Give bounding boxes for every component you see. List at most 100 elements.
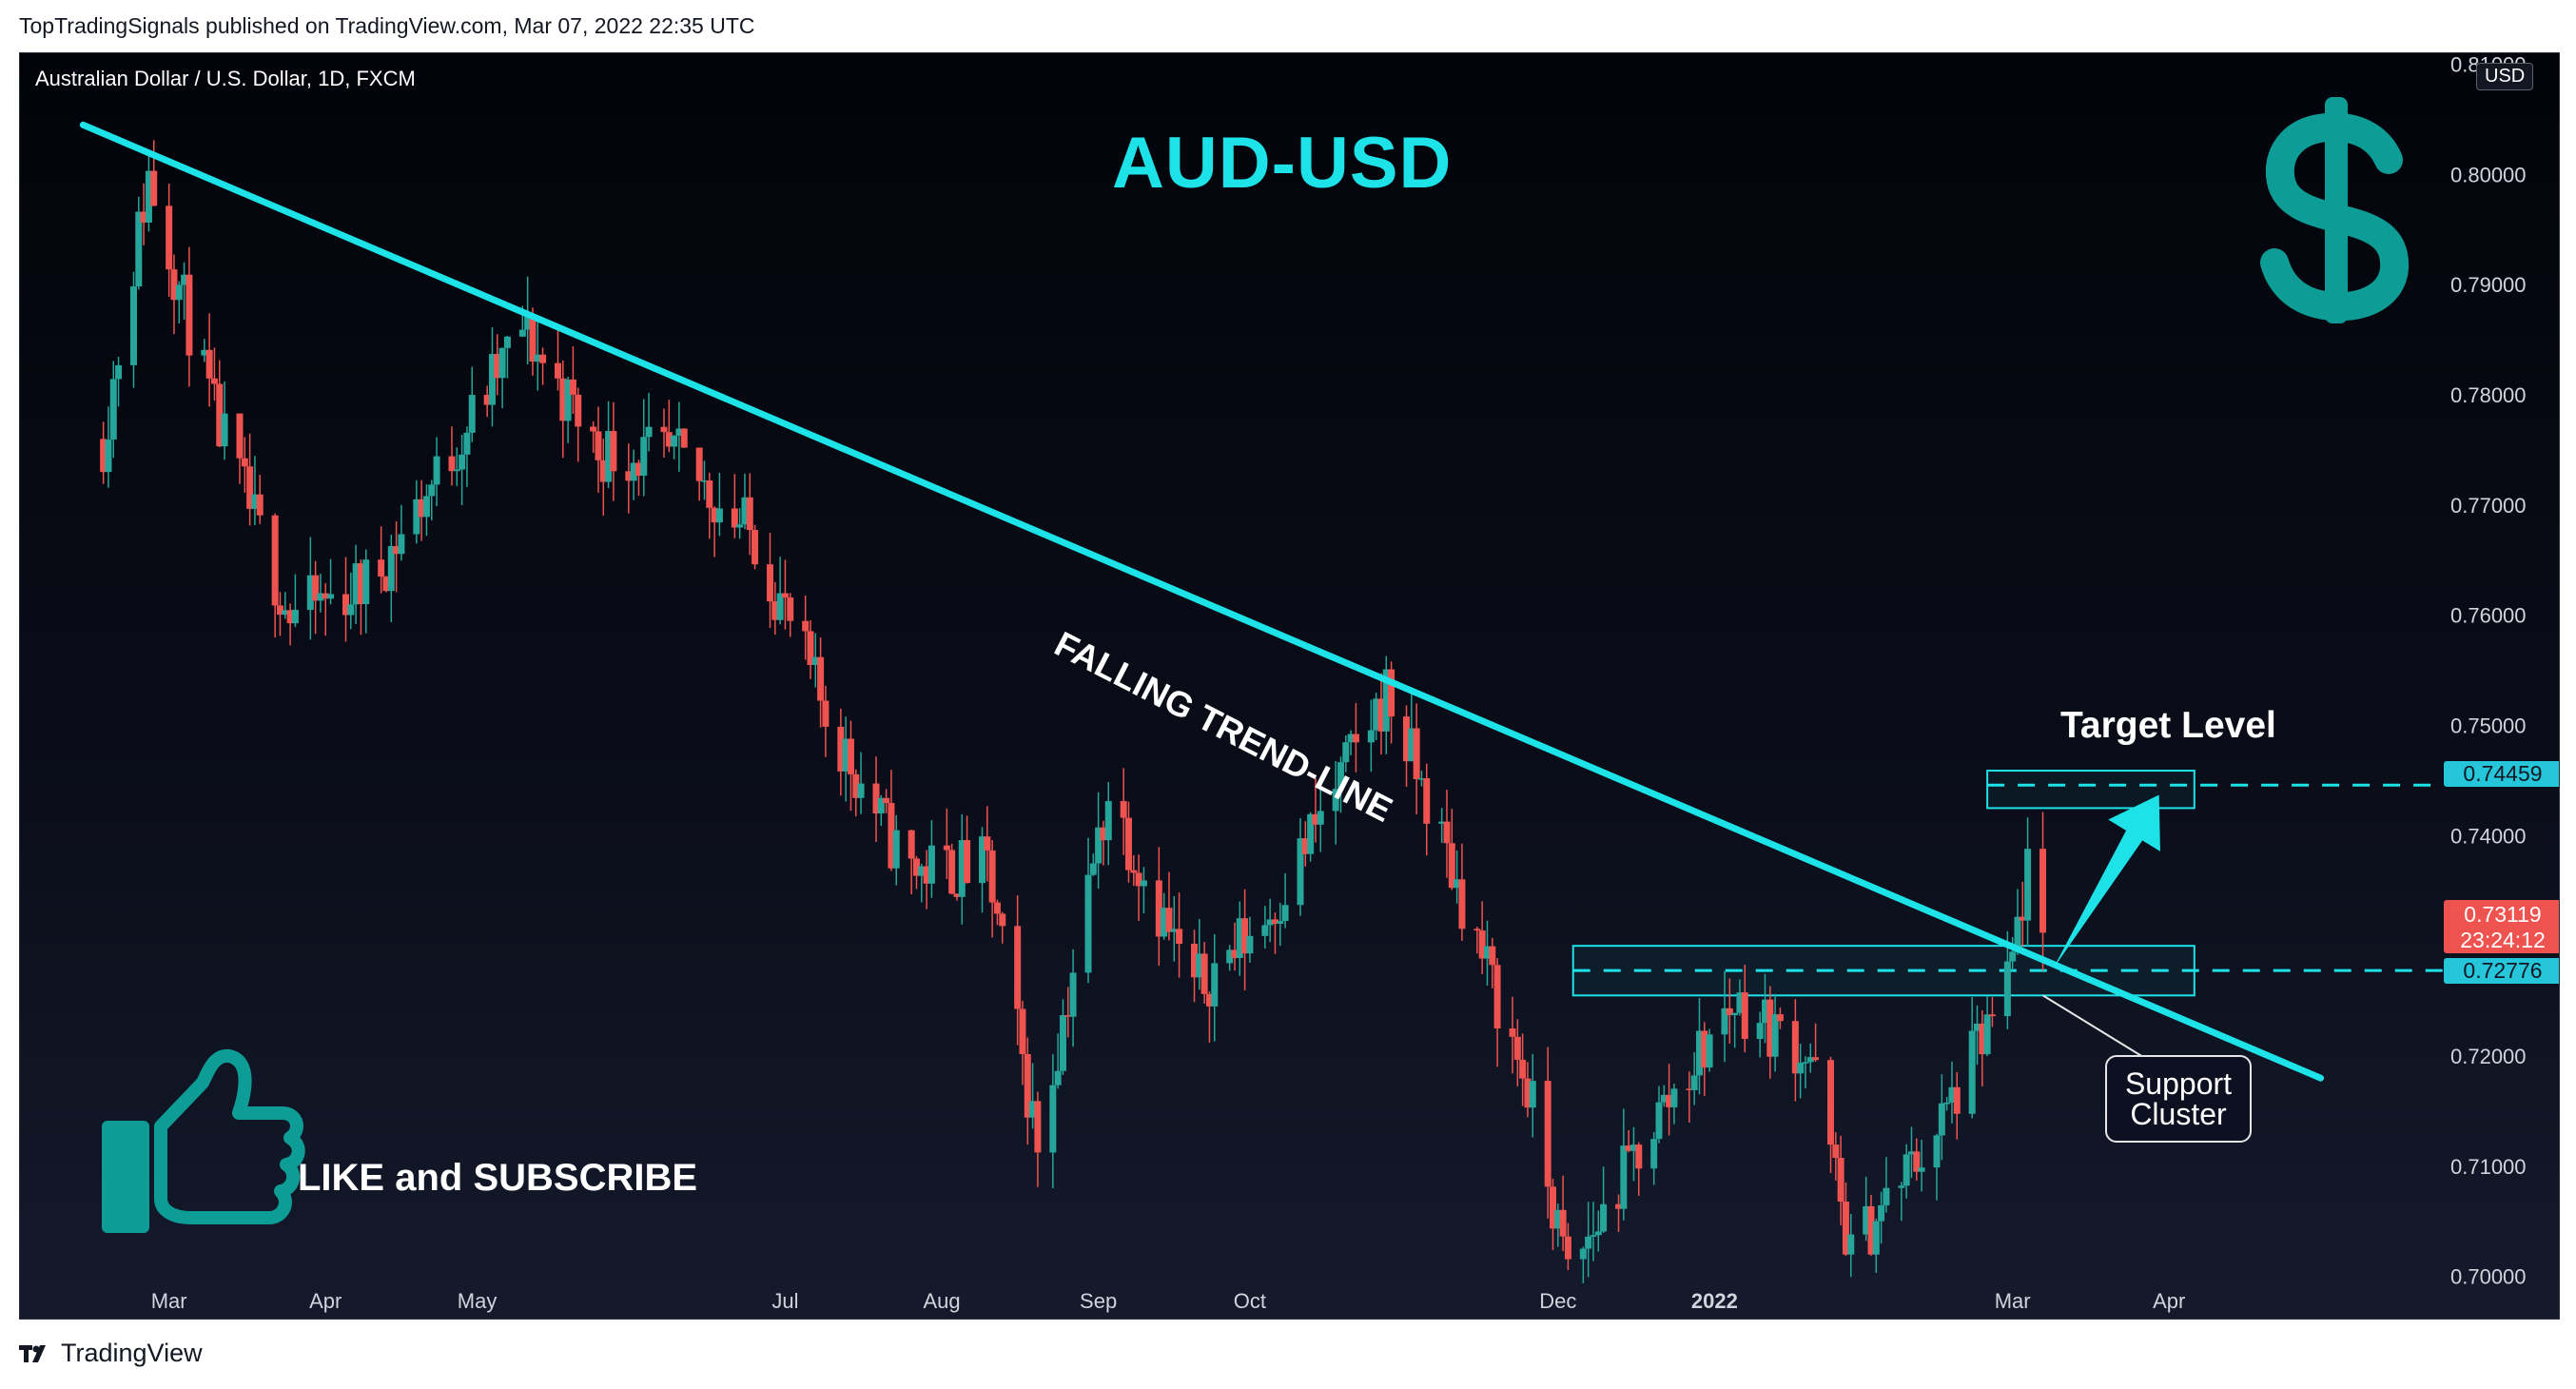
candle-body [706,479,713,508]
candle-body [529,314,537,362]
candle-body [2039,849,2047,933]
candle-body [927,845,935,884]
candle-body [150,170,158,206]
candle-body [665,432,673,447]
candle-body [1585,1236,1592,1249]
attribution-text: TopTradingSignals published on TradingVi… [19,13,755,38]
candle-body [993,902,1001,914]
candle-body [953,893,961,897]
candle-body [1701,1030,1708,1068]
candle-body [1084,874,1092,973]
candle-body [185,274,193,356]
candle-body [1382,669,1390,732]
candle-body [1519,1059,1527,1079]
candle-body [109,379,117,440]
candle-body [115,364,123,380]
candle-body [422,496,430,518]
candle-body [776,593,784,620]
candle-body [1443,821,1451,844]
candle-body [715,508,723,523]
candle-body [1666,1094,1673,1107]
candle-body [802,620,810,632]
candle-body [852,773,860,798]
candle-body [1049,1085,1057,1153]
candle-body [1756,1023,1764,1040]
candle-body [1211,963,1219,1007]
candle-body [1483,946,1491,959]
candle-body [888,803,895,869]
candle-body [767,564,774,602]
candle-body [700,479,708,482]
y-tick-label: 0.72000 [2450,1045,2527,1068]
candle-countdown: 23:24:12 [2460,928,2546,952]
x-tick-label: Jul [771,1289,798,1313]
currency-badge[interactable]: USD [2476,63,2534,90]
chart-title: AUD-USD [1112,123,1453,204]
price-chart[interactable]: 0.810000.800000.790000.780000.770000.760… [20,53,2560,1320]
candle-body [286,610,294,624]
candle-body [1686,1088,1693,1090]
candle-body [1301,838,1309,854]
candle-body [539,354,547,363]
candle-body [625,471,633,481]
candle-body [979,836,986,884]
candle-body [1731,1012,1739,1016]
candle-body [1983,1014,1991,1055]
candle-body [1332,789,1339,812]
candle-body [1130,870,1138,873]
callout-leader-line [2041,994,2144,1058]
candle-body [1544,1081,1551,1187]
candle-body [1281,905,1289,922]
candle-body [575,394,582,427]
candle-body [1388,669,1395,717]
candle-body [1635,1144,1643,1169]
candle-body [964,840,971,884]
candle-body [842,738,849,772]
last-price-value: 0.73119 [2464,902,2542,927]
candle-body [1513,1036,1521,1060]
candle-body [352,563,360,605]
candle-body [291,610,299,624]
candle-body [1367,730,1375,743]
x-tick-label: May [458,1289,498,1313]
candle-body [958,840,966,897]
candle-body [675,428,683,436]
candle-body [503,336,511,348]
candle-body [599,460,607,482]
candle-body [1176,929,1183,945]
candle-body [943,845,950,851]
candle-body [1776,1014,1784,1022]
candle-body [459,454,466,470]
candle-body [105,440,112,473]
candle-body [1417,778,1425,780]
candle-body [1059,1015,1066,1071]
candle-body [317,593,324,601]
candle-body [1706,1034,1713,1068]
candle-body [1120,801,1127,818]
candle-body [1590,1235,1597,1237]
candle-body [610,431,617,472]
candle-body [357,563,364,604]
candle-body [907,830,915,859]
y-tick-label: 0.78000 [2450,383,2527,407]
candle-body [771,601,779,620]
candle-body [1529,1081,1536,1108]
candle-body [877,797,885,814]
candle-body [1979,1023,1986,1055]
x-tick-label: Dec [1539,1289,1576,1313]
chart-panel[interactable]: 0.810000.800000.790000.780000.770000.760… [19,52,2560,1320]
candle-body [498,347,506,379]
tradingview-logo[interactable]: TradingView [19,1339,203,1368]
candle-body [857,783,865,798]
candle-body [1690,1075,1698,1090]
candle-body [569,379,576,395]
candle-body [1554,1209,1562,1229]
candle-body [282,610,289,616]
candle-body [1014,926,1022,1009]
candle-body [1089,863,1097,875]
candle-body [166,205,173,270]
candle-body [1655,1102,1663,1140]
candle-body [1559,1209,1567,1237]
candle-body [1261,925,1269,936]
candle-body [837,726,845,772]
